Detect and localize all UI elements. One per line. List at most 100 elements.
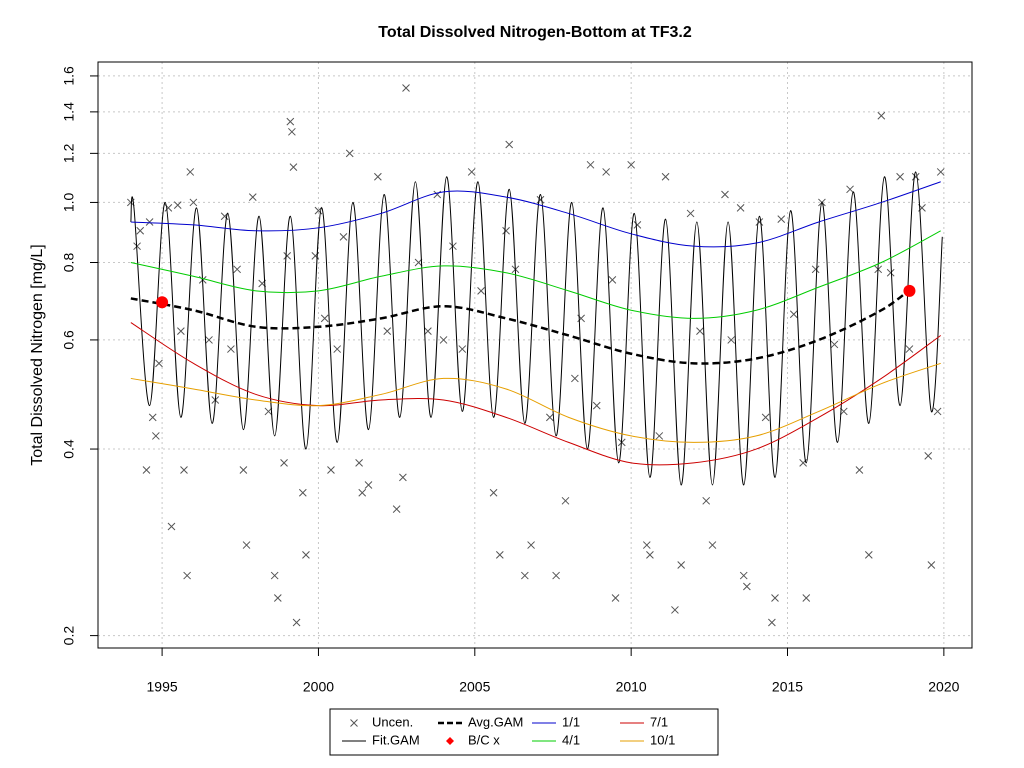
point (489, 488, 498, 497)
point (248, 193, 257, 201)
point (768, 618, 776, 627)
point (183, 571, 191, 580)
point (696, 327, 704, 335)
point (345, 149, 354, 158)
x-tick-label: 2005 (459, 679, 490, 695)
point (627, 160, 636, 169)
point (671, 606, 679, 614)
legend-label: Fit.GAM (372, 732, 420, 747)
y-tick-label: 0.6 (61, 330, 77, 350)
point (156, 296, 169, 309)
x-tick-label: 1995 (147, 679, 178, 695)
point (905, 345, 914, 353)
point (270, 571, 279, 580)
point (355, 459, 363, 467)
y-tick-label: 0.2 (61, 626, 77, 646)
point (661, 172, 670, 181)
point (561, 496, 570, 505)
x-tick-label: 2015 (772, 679, 803, 695)
point (903, 284, 916, 297)
point (292, 618, 301, 627)
point (911, 172, 920, 181)
chart-title: Total Dissolved Nitrogen-Bottom at TF3.2 (378, 24, 692, 41)
point (611, 594, 620, 602)
point (536, 195, 545, 204)
point (864, 550, 873, 559)
legend-label: Uncen. (372, 714, 413, 729)
point (414, 258, 423, 267)
y-axis-label: Total Dissolved Nitrogen [mg/L] (29, 244, 46, 465)
point (608, 276, 617, 284)
point (505, 140, 514, 149)
point (155, 359, 163, 368)
point (402, 84, 410, 92)
point (702, 496, 711, 505)
point (927, 561, 936, 569)
point (642, 541, 651, 549)
point (811, 265, 820, 274)
point (777, 215, 786, 223)
point (886, 268, 895, 277)
point (280, 459, 288, 467)
point (495, 550, 504, 559)
point (298, 488, 307, 497)
point (148, 413, 157, 422)
point (314, 206, 323, 215)
point (727, 336, 736, 344)
point (392, 505, 401, 513)
point (180, 466, 188, 474)
line (130, 181, 941, 248)
line (130, 322, 942, 466)
x-tick-label: 2000 (303, 679, 334, 695)
point (846, 185, 854, 194)
point (855, 466, 864, 474)
legend-symbol (446, 737, 454, 745)
point (933, 407, 942, 416)
point (761, 413, 770, 422)
x-tick-label: 2020 (928, 679, 959, 695)
y-tick-label: 0.8 (61, 253, 77, 273)
legend-symbol (350, 719, 358, 727)
point (743, 582, 751, 591)
point (924, 452, 933, 460)
point (739, 571, 748, 580)
point (145, 218, 154, 226)
point (142, 466, 151, 474)
point (721, 190, 729, 199)
point (830, 340, 839, 349)
point (586, 160, 595, 169)
y-tick-label: 1.0 (61, 192, 77, 212)
point (602, 168, 610, 176)
line (130, 230, 941, 319)
point (655, 432, 664, 440)
point (439, 336, 448, 344)
point (167, 522, 176, 531)
point (374, 172, 382, 181)
legend-label: 1/1 (562, 714, 580, 729)
y-tick-label: 1.4 (61, 102, 77, 122)
point (383, 327, 392, 335)
point (527, 541, 535, 549)
point (458, 345, 467, 353)
legend-label: 7/1 (650, 714, 668, 729)
point (477, 286, 485, 295)
point (283, 251, 292, 260)
point (646, 550, 654, 559)
point (364, 481, 373, 489)
point (502, 226, 510, 235)
point (233, 265, 242, 274)
point (399, 473, 407, 482)
point (592, 401, 601, 410)
point (552, 571, 560, 580)
point (327, 466, 335, 474)
point (186, 168, 195, 176)
point (339, 232, 348, 241)
y-tick-label: 1.2 (61, 143, 77, 163)
point (177, 327, 185, 335)
legend-label: B/C x (468, 732, 500, 747)
point (205, 336, 213, 344)
point (771, 594, 779, 602)
point (136, 226, 145, 235)
point (173, 201, 182, 209)
plot-frame (97, 61, 973, 649)
